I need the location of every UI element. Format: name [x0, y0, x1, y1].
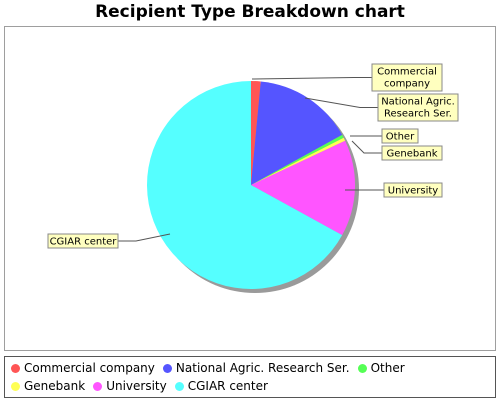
legend-item-cgiar-center: CGIAR center — [174, 377, 268, 395]
slice-label-genebank: Genebank — [387, 149, 438, 160]
legend-swatch — [174, 382, 184, 391]
legend-item-genebank: Genebank — [11, 377, 85, 395]
pie-slice-other — [251, 134, 344, 185]
slice-label-other: Other — [386, 132, 415, 143]
legend-swatch — [93, 382, 103, 391]
label-connector-genebank — [351, 140, 382, 154]
pie-slice-national-agric-research-ser — [251, 81, 343, 185]
legend-item-other: Other — [357, 359, 405, 377]
slice-label-national-agric-research-ser: National Agric. Research Ser. — [381, 97, 455, 120]
pie-slice-cgiar-center — [147, 81, 343, 290]
label-box-cgiar-center — [47, 233, 119, 249]
legend-label: Other — [370, 361, 405, 375]
label-connector-national-agric-research-ser — [304, 97, 378, 108]
legend-label: Commercial company — [24, 361, 155, 375]
legend-item-commercial-company: Commercial company — [11, 359, 155, 377]
legend: Commercial company National Agric. Resear… — [4, 356, 496, 398]
legend-label: University — [106, 379, 167, 393]
label-box-other — [381, 128, 419, 144]
label-box-national-agric-research-ser — [377, 93, 459, 122]
legend-swatch — [11, 382, 20, 391]
label-box-genebank — [381, 145, 443, 161]
slice-label-university: University — [388, 186, 439, 197]
legend-label: Genebank — [24, 379, 86, 393]
label-box-commercial-company — [371, 63, 443, 92]
pie-slice-genebank — [251, 137, 346, 185]
chart-title: Recipient Type Breakdown chart — [95, 2, 405, 22]
pie-slice-university — [251, 140, 355, 236]
slice-label-commercial-company: Commercial company — [377, 67, 437, 90]
legend-label: CGIAR center — [187, 379, 268, 393]
legend-item-national-agric-research-ser: National Agric. Research Ser. — [162, 359, 350, 377]
label-connector-commercial-company — [251, 77, 372, 80]
label-box-university — [383, 182, 443, 198]
pie-slice-commercial-company — [251, 81, 261, 185]
legend-swatch — [357, 364, 367, 373]
legend-swatch — [11, 364, 20, 373]
legend-label: National Agric. Research Ser. — [175, 361, 350, 375]
slice-label-cgiar-center: CGIAR center — [50, 237, 118, 248]
legend-swatch — [162, 364, 172, 373]
legend-item-university: University — [93, 377, 167, 395]
label-connector-cgiar-center — [118, 233, 171, 242]
